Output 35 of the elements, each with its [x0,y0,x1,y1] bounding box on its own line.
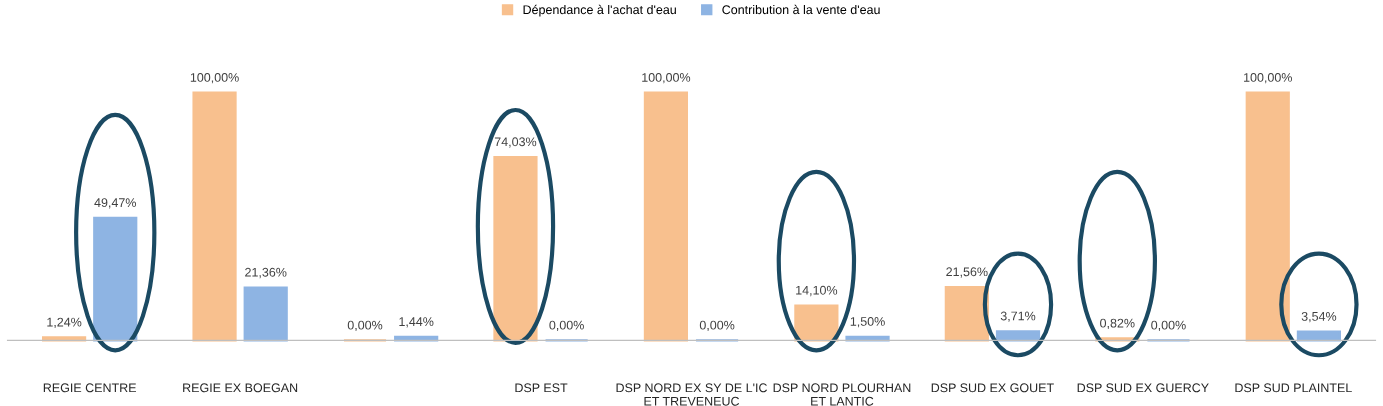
x-tick-label: DSP SUD PLAINTEL [1235,383,1352,393]
data-label: 74,03% [494,137,537,148]
data-label: 1,50% [850,317,885,328]
data-label: 49,47% [94,198,136,209]
bar [1245,91,1290,342]
x-tick-label: DSP EST [515,383,568,393]
x-tick-label: DSP NORD PLOURHAN ET LANTIC [773,383,911,406]
data-label: 0,00% [1151,320,1186,332]
data-label: 0,00% [699,320,735,332]
x-tick-label: DSP SUD EX GUERCY [1077,383,1209,393]
data-label: 0,82% [1100,318,1135,330]
data-label: 14,10% [796,285,838,297]
legend-label: Dépendance à l'achat d'eau [523,4,676,17]
x-tick-label: REGIE CENTRE [43,383,137,393]
x-tick-label: REGIE EX BOEGAN [183,383,298,393]
bar [93,216,138,342]
x-tick-label: DSP NORD EX SY DE L'IC ET TREVENEUC [616,383,768,406]
data-label: 0,00% [549,320,584,332]
data-label: 3,54% [1301,311,1337,323]
bar [794,304,839,342]
bar [944,285,989,342]
legend-label: Contribution à la vente d'eau [722,4,880,15]
bar [243,286,288,342]
bar [192,91,237,342]
data-label: 0,00% [347,320,383,332]
data-label: 21,36% [245,267,287,279]
data-label: 3,71% [1000,311,1036,322]
data-label: 21,56% [946,267,988,278]
data-label: 1,24% [47,317,82,328]
data-label: 100,00% [1244,73,1292,84]
data-label: 100,00% [190,73,239,84]
data-label: 1,44% [399,317,434,328]
bar [643,91,689,342]
x-tick-label: DSP SUD EX GOUET [931,383,1054,393]
data-label: 100,00% [642,73,691,84]
